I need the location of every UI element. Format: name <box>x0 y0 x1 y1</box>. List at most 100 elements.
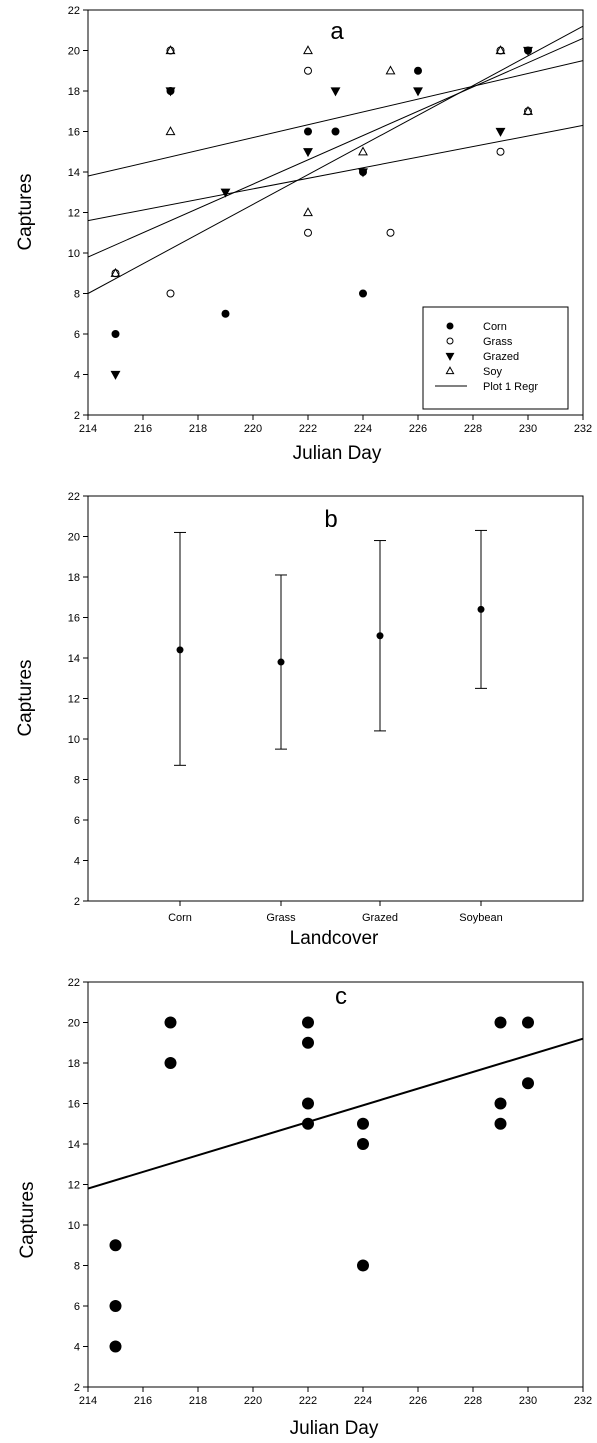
panel-c-x-tick-label: 230 <box>519 1395 537 1407</box>
panel-c-y-tick-label: 20 <box>68 1018 80 1030</box>
panel-a-x-tick-label: 228 <box>464 423 482 435</box>
panel-a-legend: Corn Grass Grazed Soy Plot 1 Regr <box>422 306 569 410</box>
panel-c-point <box>357 1117 369 1130</box>
panel-c-point <box>302 1097 314 1110</box>
panel-b-mean-point <box>176 646 184 654</box>
panel-a-point-grazed <box>330 87 341 97</box>
panel-a-regression-line <box>88 25 583 294</box>
panel-a-point-corn <box>111 330 120 338</box>
panel-a-point-soy <box>495 45 506 55</box>
panel-b-y-tick-label: 18 <box>68 572 80 584</box>
panel-a-scatter: Captures Julian Day a 2 4 6 8 10 12 14 16 18 20 22… <box>15 5 592 464</box>
panel-a-x-tick-label: 222 <box>299 423 317 435</box>
panel-b-label: b <box>324 506 337 533</box>
panel-a-y-tick-label: 10 <box>68 248 80 260</box>
panel-c-x-tick-label: 220 <box>244 1395 262 1407</box>
panel-c-y-tick-label: 2 <box>74 1382 80 1394</box>
panel-a-legend-label-grass: Grass <box>483 336 513 348</box>
panel-c-point <box>164 1016 177 1029</box>
panel-a-x-tick-label: 224 <box>354 423 372 435</box>
panel-a-y-tick-label: 18 <box>68 86 80 98</box>
panel-a-point-soy <box>358 146 368 156</box>
panel-a-regression-line <box>88 124 583 222</box>
panel-c-y-tick-label: 10 <box>68 1220 80 1232</box>
panel-b-ylabel: Captures <box>15 659 36 736</box>
panel-c-x-tick-label: 214 <box>79 1395 97 1407</box>
panel-c-point <box>302 1036 314 1049</box>
panel-c-ylabel: Captures <box>17 1181 38 1258</box>
panel-a-y-tick-label: 8 <box>74 289 80 301</box>
panel-c-point <box>164 1057 177 1069</box>
panel-c-y-tick-label: 14 <box>68 1139 80 1151</box>
panel-c-x-tick-label: 228 <box>464 1395 482 1407</box>
panel-c-point <box>109 1340 122 1353</box>
panel-a-y-tick-label: 22 <box>68 5 80 17</box>
panel-a-point-soy <box>385 65 396 75</box>
panel-a-point-corn <box>304 127 312 136</box>
panel-c-regression-line <box>87 1037 584 1190</box>
panel-a-point-grazed <box>523 46 533 56</box>
panel-a-point-soy <box>110 267 121 277</box>
panel-b-y-tick-label: 22 <box>68 491 80 503</box>
panel-a-x-tick-label: 218 <box>189 423 207 435</box>
panel-a-point-soy <box>303 45 313 55</box>
panel-b-xlabel: Landcover <box>290 928 379 949</box>
panel-a-point-grazed <box>165 87 176 97</box>
panel-b-category-label: Grazed <box>362 912 398 924</box>
panel-a-x-tick-label: 232 <box>574 423 592 435</box>
panel-c-scatter: Captures Julian Day c 2 4 6 8 10 12 14 16 18 20 22… <box>17 977 592 1439</box>
panel-a-x-tick-label: 220 <box>244 423 262 435</box>
panel-c-plot-frame <box>87 981 584 1388</box>
panel-b-mean-point <box>376 632 384 640</box>
panel-c-point <box>494 1117 507 1130</box>
panel-c-y-tick-label: 4 <box>74 1342 80 1354</box>
panel-b-errorbar-chart: Captures Landcover b 2 4 6 8 10 12 14 16 18 20 22 C… <box>15 491 584 949</box>
panel-a-point-grazed <box>110 370 121 380</box>
panel-c-y-tick-label: 12 <box>68 1180 80 1192</box>
panel-c-point <box>109 1239 122 1252</box>
panel-a-legend-label-soy: Soy <box>483 366 502 378</box>
panel-a-legend-label-grazed: Grazed <box>483 351 519 363</box>
panel-a-y-tick-label: 6 <box>74 329 80 341</box>
panel-a-legend-marker-grass <box>446 337 454 345</box>
panel-a-y-tick-label: 16 <box>68 127 80 139</box>
panel-c-y-tick-label: 8 <box>74 1261 80 1273</box>
panel-a-point-soy <box>303 207 313 217</box>
panel-a-point-soy <box>523 105 533 115</box>
panel-a-xlabel: Julian Day <box>293 443 382 464</box>
panel-a-point-grazed <box>220 188 231 198</box>
panel-c-point <box>357 1259 369 1272</box>
panel-a-legend-marker-soy <box>445 366 455 375</box>
panel-a-y-tick-label: 20 <box>68 46 80 58</box>
panel-c-xlabel: Julian Day <box>290 1418 379 1439</box>
panel-b-y-tick-label: 4 <box>74 856 80 868</box>
panel-a-point-grazed <box>413 87 423 97</box>
panel-a-y-tick-label: 14 <box>68 167 80 179</box>
panel-c-x-tick-label: 222 <box>299 1395 317 1407</box>
panel-a-x-tick-label: 216 <box>134 423 152 435</box>
panel-a-label: a <box>330 18 344 45</box>
panel-b-plot-frame <box>87 495 584 902</box>
panel-a-legend-marker-corn <box>446 322 454 330</box>
panel-b-y-tick-label: 20 <box>68 532 80 544</box>
panel-a-point-corn <box>331 127 340 136</box>
panel-a-x-tick-label: 226 <box>409 423 427 435</box>
panel-c-point <box>109 1300 122 1312</box>
panel-b-y-tick-label: 16 <box>68 613 80 625</box>
panel-a-regression-line <box>88 37 583 258</box>
panel-a-x-tick-label: 214 <box>79 423 97 435</box>
panel-a-y-tick-label: 4 <box>74 370 80 382</box>
panel-c-y-tick-label: 16 <box>68 1099 80 1111</box>
panel-a-point-soy <box>165 45 176 55</box>
panel-c-point <box>522 1077 534 1090</box>
panel-c-x-tick-label: 232 <box>574 1395 592 1407</box>
panel-a-point-grass <box>166 289 175 298</box>
panel-b-category-label: Corn <box>168 912 192 924</box>
panel-c-y-tick-label: 18 <box>68 1058 80 1070</box>
panel-a-point-corn <box>359 289 367 298</box>
panel-a-point-grass <box>496 147 505 156</box>
panel-b-y-tick-label: 14 <box>68 653 80 665</box>
panel-a-point-grazed <box>495 127 506 137</box>
panel-b-y-tick-label: 2 <box>74 896 80 908</box>
